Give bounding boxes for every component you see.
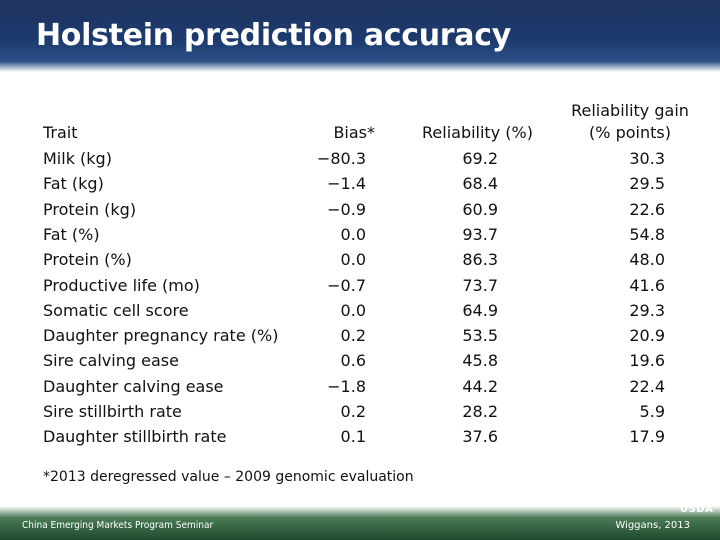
row-reliability: 86.3 xyxy=(462,250,498,269)
header-gain-line1: Reliability gain xyxy=(571,101,689,120)
row-bias: 0.0 xyxy=(340,225,366,244)
row-trait: Daughter calving ease xyxy=(43,377,224,396)
row-trait: Fat (%) xyxy=(43,225,100,244)
title-bar: Holstein prediction accuracy xyxy=(0,0,720,72)
row-bias: 0.6 xyxy=(340,351,366,370)
row-gain: 29.5 xyxy=(629,174,665,193)
slide-title: Holstein prediction accuracy xyxy=(36,18,511,53)
row-trait: Somatic cell score xyxy=(43,301,189,320)
row-bias: −0.9 xyxy=(327,200,366,219)
usda-logo-text: USDA xyxy=(680,504,714,515)
row-bias: 0.2 xyxy=(340,326,366,345)
footnote: *2013 deregressed value – 2009 genomic e… xyxy=(43,469,414,485)
row-trait: Milk (kg) xyxy=(43,149,112,168)
header-gain-line2: (% points) xyxy=(589,123,671,142)
row-gain: 20.9 xyxy=(629,326,665,345)
row-gain: 5.9 xyxy=(639,402,665,421)
row-trait: Daughter stillbirth rate xyxy=(43,427,227,446)
row-bias: −0.7 xyxy=(327,276,366,295)
row-gain: 41.6 xyxy=(629,276,665,295)
row-trait: Productive life (mo) xyxy=(43,276,200,295)
row-bias: 0.0 xyxy=(340,250,366,269)
row-bias: 0.0 xyxy=(340,301,366,320)
row-reliability: 93.7 xyxy=(462,225,498,244)
row-bias: −80.3 xyxy=(316,149,366,168)
row-gain: 48.0 xyxy=(629,250,665,269)
row-gain: 30.3 xyxy=(629,149,665,168)
row-bias: −1.8 xyxy=(327,377,366,396)
header-trait: Trait xyxy=(43,123,78,142)
row-reliability: 68.4 xyxy=(462,174,498,193)
header-bias: Bias* xyxy=(333,123,375,142)
footer-bar: China Emerging Markets Program Seminar W… xyxy=(0,504,720,540)
row-trait: Fat (kg) xyxy=(43,174,104,193)
row-gain: 22.4 xyxy=(629,377,665,396)
row-bias: 0.1 xyxy=(340,427,366,446)
row-gain: 19.6 xyxy=(629,351,665,370)
row-trait: Protein (%) xyxy=(43,250,132,269)
row-reliability: 28.2 xyxy=(462,402,498,421)
row-reliability: 73.7 xyxy=(462,276,498,295)
row-trait: Protein (kg) xyxy=(43,200,137,219)
footer-author: Wiggans, 2013 xyxy=(615,520,690,531)
row-gain: 22.6 xyxy=(629,200,665,219)
row-reliability: 45.8 xyxy=(462,351,498,370)
footer-event: China Emerging Markets Program Seminar xyxy=(22,520,214,531)
usda-logo: USDA xyxy=(680,504,714,526)
row-reliability: 69.2 xyxy=(462,149,498,168)
row-reliability: 37.6 xyxy=(462,427,498,446)
row-gain: 17.9 xyxy=(629,427,665,446)
row-reliability: 53.5 xyxy=(462,326,498,345)
header-reliability: Reliability (%) xyxy=(422,123,533,142)
row-gain: 29.3 xyxy=(629,301,665,320)
row-trait: Daughter pregnancy rate (%) xyxy=(43,326,279,345)
row-trait: Sire calving ease xyxy=(43,351,179,370)
row-reliability: 60.9 xyxy=(462,200,498,219)
accuracy-table: Trait Bias* Reliability (%) Reliability … xyxy=(43,101,689,446)
row-bias: 0.2 xyxy=(340,402,366,421)
row-gain: 54.8 xyxy=(629,225,665,244)
row-trait: Sire stillbirth rate xyxy=(43,402,182,421)
row-bias: −1.4 xyxy=(327,174,366,193)
row-reliability: 64.9 xyxy=(462,301,498,320)
row-reliability: 44.2 xyxy=(462,377,498,396)
